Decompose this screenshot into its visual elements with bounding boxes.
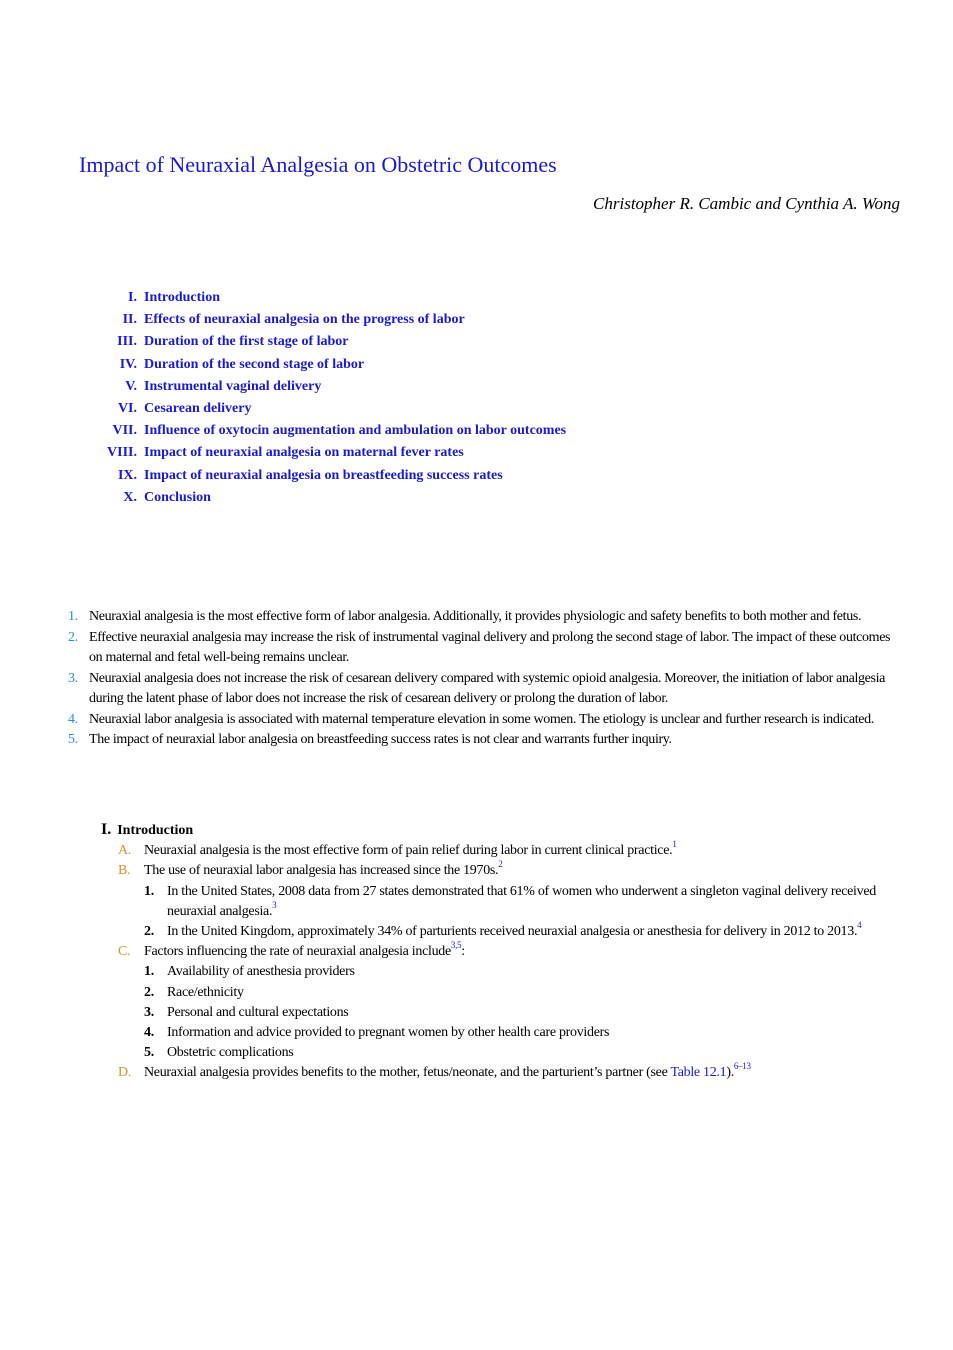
outline-subitem: 2. Race/ethnicity (144, 984, 244, 1000)
outline-subitem: 1. Availability of anesthesia providers (144, 964, 355, 980)
toc-item-progress-of-labor[interactable]: II. Effects of neuraxial analgesia on the… (122, 312, 465, 328)
toc-item-second-stage[interactable]: IV. Duration of the second stage of labor (119, 356, 365, 372)
outline-item-d: D. Neuraxial analgesia provides benefits … (118, 1061, 751, 1081)
outline-item-c: C. Factors influencing the rate of neurax… (118, 940, 465, 960)
outline-subitem: 1. In the United States, 2008 data from 2… (144, 883, 876, 919)
toc-item-first-stage[interactable]: III. Duration of the first stage of labor (117, 334, 349, 350)
section-heading: I. Introduction (101, 821, 194, 838)
key-point: 3. Neuraxial analgesia does not increase … (68, 670, 886, 707)
toc-item-oxytocin-ambulation[interactable]: VII. Influence of oxytocin augmentation a… (112, 423, 567, 439)
outline-item-a: A. Neuraxial analgesia is the most effect… (118, 839, 677, 859)
outline-subitem: 4. Information and advice provided to pre… (144, 1025, 610, 1041)
reference-link[interactable]: 1 (672, 839, 677, 850)
toc-item-conclusion[interactable]: X. Conclusion (123, 489, 211, 505)
toc-item-instrumental-delivery[interactable]: V. Instrumental vaginal delivery (125, 378, 322, 394)
key-point: 5. The impact of neuraxial labor analgesi… (68, 732, 672, 747)
introduction-section: I. Introduction A. Neuraxial analgesia is … (101, 820, 901, 1084)
toc-item-maternal-fever[interactable]: VIII. Impact of neuraxial analgesia on ma… (107, 445, 464, 461)
chapter-authors: Christopher R. Cambic and Cynthia A. Won… (593, 194, 900, 213)
outline-subitem: 3. Personal and cultural expectations (144, 1004, 349, 1020)
reference-link[interactable]: 2 (498, 859, 503, 870)
chapter-title: Impact of Neuraxial Analgesia on Obstetr… (79, 152, 557, 177)
key-point: 2. Effective neuraxial analgesia may incr… (68, 629, 891, 666)
outline-subitem: 2. In the United Kingdom, approximately 3… (144, 920, 862, 940)
outline-subitem: 5. Obstetric complications (144, 1045, 294, 1061)
key-point: 1. Neuraxial analgesia is the most effect… (68, 609, 862, 624)
toc-item-cesarean-delivery[interactable]: VI. Cesarean delivery (117, 400, 252, 416)
table-of-contents: I. Introduction II. Effects of neuraxial a… (95, 287, 566, 509)
reference-link[interactable]: 6–13 (733, 1061, 751, 1072)
reference-link[interactable]: 3,5 (450, 940, 462, 951)
table-link[interactable]: Table 12.1 (670, 1065, 727, 1081)
key-points-list: 1. Neuraxial analgesia is the most effect… (66, 607, 896, 751)
key-point: 4. Neuraxial labor analgesia is associate… (68, 711, 874, 727)
outline-item-b: B. The use of neuraxial labor analgesia h… (118, 859, 503, 879)
toc-item-introduction[interactable]: I. Introduction (128, 290, 220, 305)
reference-link[interactable]: 3 (272, 899, 277, 910)
toc-item-breastfeeding[interactable]: IX. Impact of neuraxial analgesia on brea… (117, 467, 503, 483)
reference-link[interactable]: 4 (857, 920, 862, 931)
